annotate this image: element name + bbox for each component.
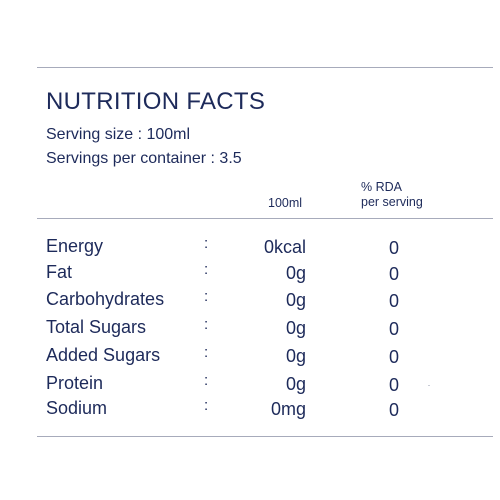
- nutrient-separator: :: [204, 344, 209, 361]
- nutrient-name: Fat: [46, 262, 73, 282]
- decorative-speck: [428, 385, 430, 386]
- nutrient-separator: :: [204, 316, 209, 333]
- nutrient-rda: 0: [389, 375, 400, 395]
- nutrient-row-protein: Protein : 0g 0: [0, 372, 500, 399]
- nutrient-row-carbohydrates: Carbohydrates : 0g 0: [0, 288, 500, 315]
- nutrient-name: Protein: [46, 373, 104, 393]
- nutrient-amount: 0kcal: [263, 237, 306, 257]
- column-header-rda-line1: % RDA: [361, 180, 402, 194]
- nutrient-rda: 0: [389, 264, 400, 284]
- nutrient-name: Energy: [46, 236, 104, 256]
- column-header-rda-line2: per serving: [361, 195, 423, 209]
- nutrient-amount: 0g: [285, 374, 306, 394]
- nutrient-name: Added Sugars: [46, 345, 161, 365]
- nutrient-amount: 0g: [285, 263, 306, 283]
- nutrient-row-fat: Fat : 0g 0: [0, 261, 500, 288]
- nutrient-row-total-sugars: Total Sugars : 0g 0: [0, 316, 500, 343]
- nutrient-name: Total Sugars: [46, 317, 147, 337]
- nutrient-row-energy: Energy : 0kcal 0: [0, 235, 500, 262]
- nutrient-name: Carbohydrates: [46, 289, 165, 309]
- servings-per-container: Servings per container : 3.5: [46, 150, 242, 167]
- column-header-rda: % RDA per serving: [361, 180, 451, 210]
- column-header-amount: 100ml: [268, 196, 303, 210]
- nutrient-rda: 0: [389, 347, 400, 367]
- serving-size: Serving size : 100ml: [46, 126, 191, 143]
- top-divider: [37, 67, 493, 68]
- header-divider: [37, 218, 493, 219]
- nutrient-separator: :: [204, 288, 209, 305]
- nutrient-separator: :: [204, 372, 209, 389]
- nutrient-amount: 0g: [285, 290, 306, 310]
- nutrient-name: Sodium: [46, 398, 108, 418]
- nutrient-separator: :: [204, 261, 209, 278]
- nutrient-rda: 0: [389, 400, 400, 420]
- nutrient-amount: 0g: [285, 346, 306, 366]
- nutrient-amount: 0mg: [270, 399, 306, 419]
- nutrient-separator: :: [204, 235, 209, 252]
- nutrient-amount: 0g: [285, 318, 306, 338]
- nutrient-rda: 0: [389, 238, 400, 258]
- nutrient-rda: 0: [389, 319, 400, 339]
- bottom-divider: [37, 436, 493, 437]
- nutrient-row-sodium: Sodium : 0mg 0: [0, 397, 500, 424]
- nutrient-row-added-sugars: Added Sugars : 0g 0: [0, 344, 500, 371]
- panel-title: NUTRITION FACTS: [46, 88, 266, 115]
- nutrient-rda: 0: [389, 291, 400, 311]
- nutrient-separator: :: [204, 397, 209, 414]
